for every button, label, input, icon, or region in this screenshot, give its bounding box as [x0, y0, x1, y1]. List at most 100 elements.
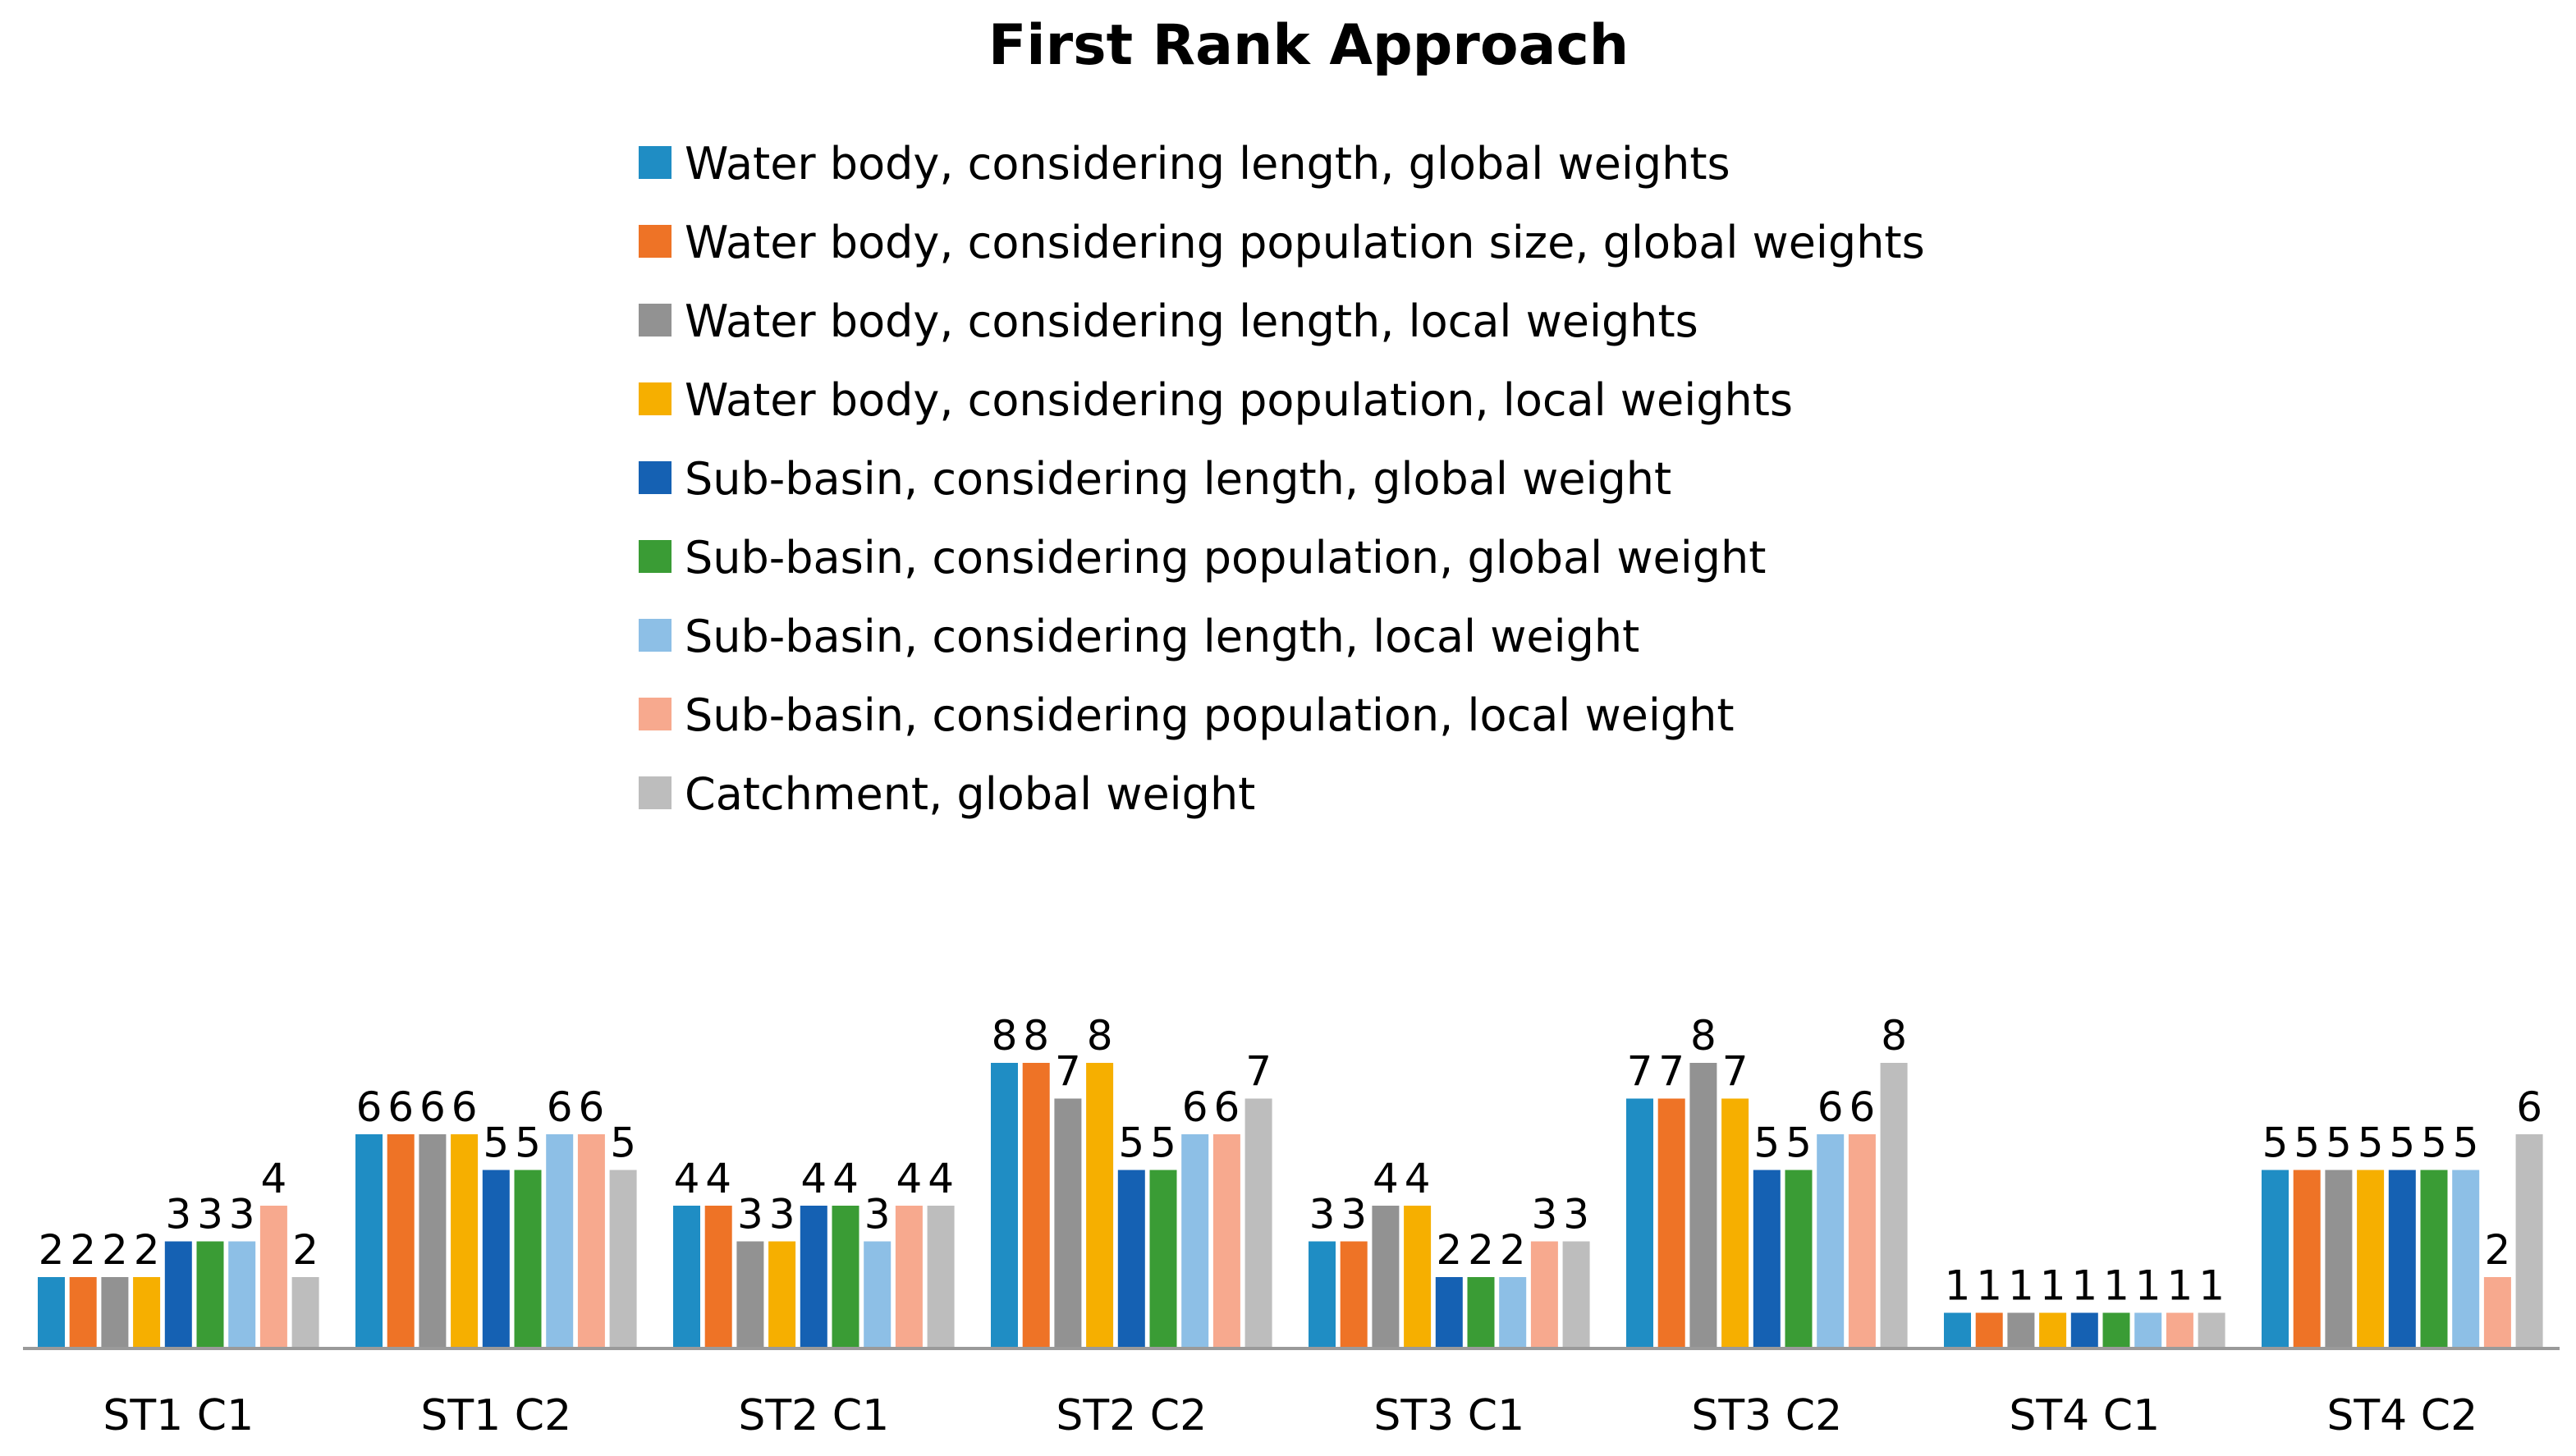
data-label: 4 [705, 1155, 731, 1202]
legend-label: Sub-basin, considering population, local… [685, 689, 1735, 741]
data-label: 6 [356, 1083, 383, 1131]
data-label: 1 [2135, 1262, 2161, 1310]
data-label: 7 [1722, 1048, 1749, 1096]
bar [736, 1241, 764, 1348]
data-label: 5 [483, 1119, 509, 1167]
bar [1022, 1063, 1050, 1348]
bar [927, 1206, 955, 1348]
data-label: 7 [1627, 1048, 1653, 1096]
bar [1181, 1134, 1209, 1348]
bar [2039, 1312, 2067, 1348]
bar [1975, 1312, 2003, 1348]
data-label: 5 [2358, 1119, 2384, 1167]
data-label: 1 [2166, 1262, 2193, 1310]
data-label: 4 [1405, 1155, 1431, 1202]
bar [1054, 1098, 1082, 1348]
category-label: ST2 C1 [738, 1391, 889, 1440]
bar [1467, 1277, 1495, 1348]
bar [291, 1277, 319, 1348]
data-label: 4 [1373, 1155, 1399, 1202]
data-label: 3 [1341, 1191, 1367, 1239]
bar [451, 1134, 479, 1348]
data-label: 6 [547, 1083, 573, 1131]
category-label: ST3 C2 [1691, 1391, 1842, 1440]
bar [1340, 1241, 1368, 1348]
data-label: 4 [260, 1155, 286, 1202]
bar [800, 1206, 827, 1348]
data-label: 4 [800, 1155, 827, 1202]
bar [673, 1206, 700, 1348]
bar [1753, 1170, 1781, 1348]
bar [704, 1206, 732, 1348]
bar [419, 1134, 447, 1348]
data-label: 5 [2326, 1119, 2352, 1167]
data-label: 5 [2389, 1119, 2415, 1167]
data-label: 3 [1531, 1191, 1557, 1239]
bar [2134, 1312, 2162, 1348]
bar [1848, 1134, 1876, 1348]
bar [609, 1170, 637, 1348]
bar [1562, 1241, 1590, 1348]
data-label: 2 [292, 1226, 319, 1274]
category-labels-group: ST1 C1 ST1 C2 ST2 C1 ST2 C2 ST3 C1 ST3 C2 ST4 … [103, 1391, 2477, 1440]
legend-swatch [639, 146, 672, 179]
bar [1721, 1098, 1749, 1348]
bar [355, 1134, 383, 1348]
bar [2166, 1312, 2193, 1348]
data-label: 4 [896, 1155, 922, 1202]
data-label: 2 [102, 1226, 128, 1274]
bar [1689, 1063, 1717, 1348]
data-label: 3 [769, 1191, 795, 1239]
data-label: 5 [515, 1119, 541, 1167]
category-label: ST4 C1 [2009, 1391, 2160, 1440]
data-label: 6 [578, 1083, 604, 1131]
data-label: 2 [1468, 1226, 1494, 1274]
legend-label: Sub-basin, considering length, local wei… [685, 611, 1639, 662]
bars-group [38, 1063, 2543, 1348]
category-label: ST2 C2 [1056, 1391, 1207, 1440]
legend-label: Water body, considering length, local we… [685, 295, 1698, 347]
bar [2070, 1312, 2098, 1348]
category-label: ST1 C1 [103, 1391, 254, 1440]
data-label: 5 [1150, 1119, 1176, 1167]
bar [1404, 1206, 1432, 1348]
data-label: 3 [1563, 1191, 1589, 1239]
bar [514, 1170, 542, 1348]
bar [101, 1277, 129, 1348]
legend-swatch [639, 776, 672, 809]
data-label: 8 [1087, 1012, 1113, 1060]
bar [2483, 1277, 2511, 1348]
bar [1149, 1170, 1177, 1348]
data-label: 1 [2008, 1262, 2034, 1310]
data-label: 2 [2484, 1226, 2510, 1274]
data-label: 5 [2453, 1119, 2479, 1167]
bar [895, 1206, 923, 1348]
bar [768, 1241, 796, 1348]
legend-swatch [639, 304, 672, 337]
data-label: 1 [2198, 1262, 2225, 1310]
data-label: 6 [1182, 1083, 1208, 1131]
data-label: 6 [1849, 1083, 1875, 1131]
category-label: ST3 C1 [1373, 1391, 1524, 1440]
bar [2007, 1312, 2035, 1348]
data-label: 5 [1785, 1119, 1812, 1167]
bar [2102, 1312, 2130, 1348]
data-label: 8 [992, 1012, 1018, 1060]
bar [228, 1241, 256, 1348]
chart-title: First Rank Approach [988, 13, 1629, 78]
data-label: 1 [2103, 1262, 2129, 1310]
data-label: 8 [1023, 1012, 1049, 1060]
data-label: 1 [2040, 1262, 2066, 1310]
bar [482, 1170, 510, 1348]
data-label: 8 [1881, 1012, 1907, 1060]
data-label: 1 [1945, 1262, 1971, 1310]
data-label: 5 [1753, 1119, 1780, 1167]
category-label: ST4 C2 [2326, 1391, 2477, 1440]
legend-label: Water body, considering population, loca… [685, 374, 1793, 426]
bar [1626, 1098, 1653, 1348]
data-label: 3 [1309, 1191, 1336, 1239]
data-label: 1 [2071, 1262, 2097, 1310]
legend-label: Catchment, global weight [685, 768, 1255, 820]
bar [1817, 1134, 1845, 1348]
bar [1212, 1134, 1240, 1348]
